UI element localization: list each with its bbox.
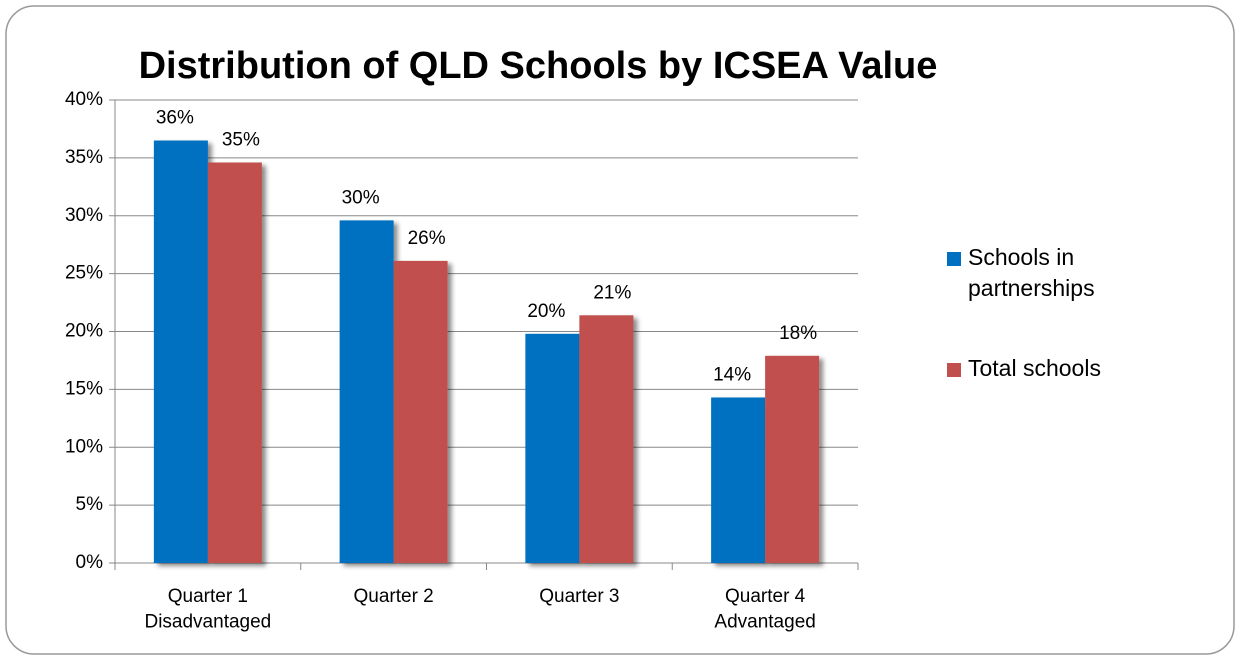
x-tick-label: Quarter 1 Disadvantaged [144,586,271,633]
bar [339,220,394,563]
y-tick-label: 25% [65,263,103,284]
y-tick-label: 5% [76,494,104,515]
y-tick-label: 20% [65,321,103,342]
y-tick-label: 35% [65,147,103,168]
bar [711,397,766,563]
bar [525,333,580,563]
data-label: 35% [222,130,260,151]
data-label: 14% [713,364,751,385]
x-tick-label: Quarter 3 [539,586,619,607]
y-tick-label: 10% [65,436,103,457]
legend-swatch [947,252,961,266]
y-tick-label: 30% [65,205,103,226]
data-label: 30% [342,187,380,208]
data-label: 36% [156,108,194,129]
legend-label: Total schools [968,355,1101,381]
bar [393,260,448,563]
x-tick-label: Quarter 4 Advantaged [714,586,815,633]
chart-title: Distribution of QLD Schools by ICSEA Val… [139,45,938,87]
y-tick-label: 15% [65,378,103,399]
y-tick-label: 40% [65,89,103,110]
data-label: 26% [408,228,446,249]
bar [207,162,262,563]
legend-swatch [947,363,961,377]
bar [153,140,208,563]
y-tick-label: 0% [76,552,104,573]
data-label: 21% [593,282,631,303]
data-label: 20% [527,301,565,322]
legend-label: Schools in partnerships [968,244,1095,301]
bar [579,315,634,563]
x-tick-label: Quarter 2 [353,586,433,607]
bar [765,355,820,563]
data-label: 18% [779,323,817,344]
